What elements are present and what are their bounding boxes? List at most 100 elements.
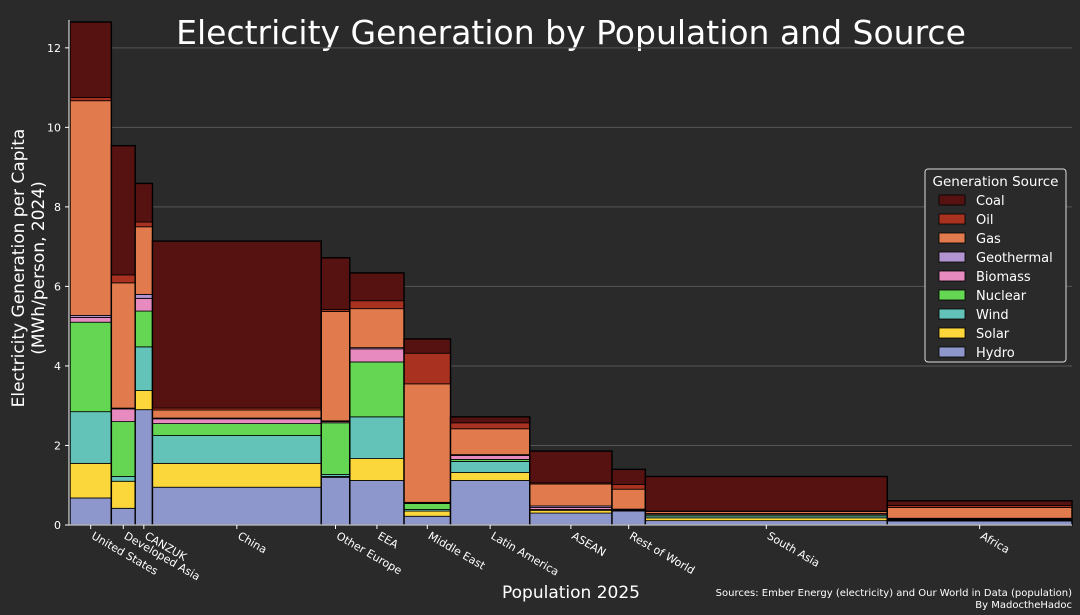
bar-segment-coal (152, 240, 322, 409)
legend-items: Coal Oil Gas Geothermal Biomass Nuclear Wind So… (938, 194, 1053, 361)
bar-united-states (69, 21, 113, 526)
bar-segment-biomass (152, 418, 322, 425)
y-tick-label: 10 (47, 121, 61, 134)
legend-swatch (938, 308, 966, 320)
legend-label: Geothermal (976, 251, 1053, 266)
bar-segment-wind (134, 346, 153, 391)
bar-china (151, 240, 322, 526)
author-note: By MadoctheHadoc (975, 600, 1072, 611)
bar-segment-hydro (611, 510, 646, 526)
bar-segment-hydro (320, 476, 351, 526)
bar-eea (349, 272, 405, 526)
bar-segment-oil (450, 422, 531, 430)
bar-segment-oil (349, 300, 405, 310)
bar-segment-solar (349, 458, 405, 481)
bar-segment-gas (152, 409, 322, 419)
x-tick-label: EEA (375, 529, 400, 551)
bar-segment-coal (403, 338, 451, 354)
bar-segment-biomass (134, 297, 153, 312)
legend-item-solar: Solar (938, 327, 1010, 342)
y-axis-label-line1: Electricity Generation per Capita (9, 129, 29, 408)
bar-segment-coal (320, 257, 351, 310)
bar-africa (886, 500, 1073, 526)
bar-segment-nuclear (134, 310, 153, 348)
legend-item-wind: Wind (938, 308, 1009, 323)
x-tick-label: Middle East (426, 529, 488, 572)
bar-segment-gas (886, 507, 1073, 519)
legend-item-coal: Coal (938, 194, 1005, 209)
bar-segment-wind (69, 411, 112, 464)
bar-segment-solar (134, 390, 153, 411)
bar-segment-gas (403, 383, 451, 503)
bar-segment-oil (134, 221, 153, 228)
legend-swatch (938, 232, 966, 244)
legend-label: Solar (976, 327, 1010, 342)
y-tick-label: 4 (54, 360, 61, 373)
x-tick-label: Africa (978, 529, 1012, 556)
bar-middle-east (403, 338, 452, 526)
x-tick-label: Latin America (489, 529, 561, 578)
bar-segment-hydro (134, 409, 153, 526)
y-tick-label: 0 (54, 519, 61, 532)
bar-segment-gas (529, 483, 613, 507)
bar-segment-wind (450, 460, 531, 473)
bar-segment-hydro (529, 512, 613, 526)
bar-segment-biomass (69, 317, 112, 323)
legend-swatch (938, 251, 966, 263)
bar-segment-hydro (110, 507, 136, 526)
bar-segment-wind (152, 435, 322, 464)
bar-rest-of-world (611, 468, 647, 526)
legend-label: Hydro (976, 346, 1015, 361)
bar-segment-nuclear (349, 361, 405, 418)
bar-segment-solar (450, 472, 531, 481)
legend-label: Nuclear (976, 289, 1027, 304)
bar-segment-coal (644, 476, 888, 512)
bar-segment-oil (611, 484, 646, 490)
legend-label: Coal (976, 194, 1005, 209)
legend-label: Biomass (976, 270, 1031, 285)
bar-segment-biomass (110, 408, 136, 423)
bar-segment-coal (69, 21, 112, 98)
bar-segment-solar (403, 510, 451, 517)
bar-canzuk (134, 182, 154, 526)
x-tick-label: China (235, 529, 269, 556)
legend-swatch (938, 194, 966, 206)
legend-label: Gas (976, 232, 1001, 247)
bar-segment-nuclear (110, 421, 136, 477)
bar-segment-hydro (450, 480, 531, 526)
bar-segment-solar (529, 509, 613, 514)
bar-segment-coal (450, 416, 531, 424)
y-tick-label: 8 (54, 201, 61, 214)
legend-swatch (938, 289, 966, 301)
x-tick-label: South Asia (765, 529, 822, 570)
bar-segment-solar (110, 480, 136, 509)
bar-segment-gas (349, 308, 405, 349)
bar-segment-hydro (69, 497, 112, 526)
bar-asean (529, 450, 613, 526)
bar-segment-solar (644, 517, 888, 522)
legend-item-biomass: Biomass (938, 270, 1031, 285)
y-axis-label-line2: (MWh/person, 2024) (29, 181, 49, 355)
bar-segment-oil (403, 352, 451, 385)
bar-segment-wind (349, 416, 405, 459)
y-tick-label: 6 (54, 280, 61, 293)
bar-segment-coal (886, 500, 1073, 506)
bar-segment-hydro (403, 515, 451, 526)
legend-title: Generation Source (933, 174, 1059, 190)
legend-item-hydro: Hydro (938, 346, 1015, 361)
y-ticks: 0 2 4 6 8 10 12 (47, 42, 69, 532)
bar-segment-biomass (450, 455, 531, 460)
bar-segment-coal (529, 450, 613, 484)
bar-segment-nuclear (403, 503, 451, 510)
x-tick-label: ASEAN (569, 529, 608, 559)
bar-segment-gas (69, 100, 112, 316)
bar-developed-asia (110, 144, 136, 526)
bar-segment-nuclear (152, 423, 322, 436)
bar-segment-coal (134, 183, 153, 223)
bar-segment-oil (69, 97, 112, 102)
legend-swatch (938, 327, 966, 339)
y-axis-title: Electricity Generation per Capita (MWh/p… (9, 129, 49, 408)
x-axis-label: Population 2025 (502, 583, 640, 603)
legend-swatch (938, 213, 966, 225)
